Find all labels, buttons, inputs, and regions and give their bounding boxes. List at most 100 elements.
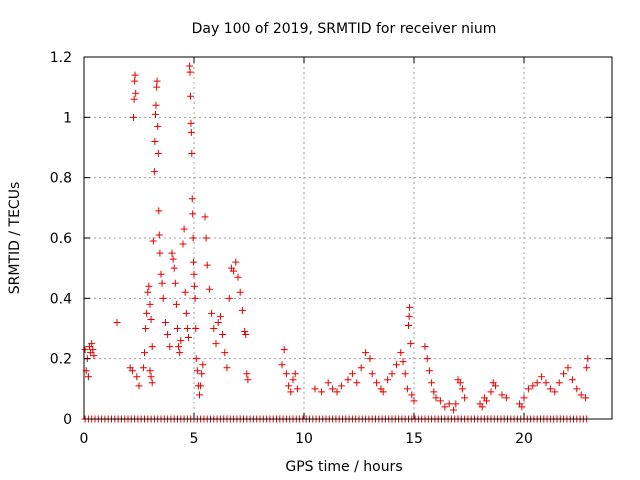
y-tick-label: 0.6	[50, 231, 72, 247]
data-point	[152, 101, 160, 109]
data-point	[498, 391, 506, 399]
data-point	[132, 89, 140, 97]
data-point	[128, 367, 136, 375]
data-point	[179, 240, 187, 248]
data-point	[146, 300, 154, 308]
data-point	[401, 370, 409, 378]
data-point	[430, 388, 438, 396]
data-point	[234, 273, 242, 281]
data-point	[406, 303, 414, 311]
data-point	[186, 68, 194, 76]
data-point	[190, 282, 198, 290]
data-point	[397, 349, 405, 357]
x-tick-labels: 0 5 10 15 20	[80, 431, 533, 447]
data-point	[190, 258, 198, 266]
data-point	[568, 376, 576, 384]
data-point	[518, 403, 526, 411]
data-point	[524, 385, 532, 393]
data-point	[196, 391, 203, 399]
data-point	[146, 367, 154, 375]
data-point	[89, 346, 97, 354]
x-tick-label: 15	[405, 431, 423, 447]
data-point	[142, 325, 150, 332]
data-point	[478, 403, 486, 411]
data-point	[410, 397, 418, 405]
data-point	[190, 270, 198, 278]
x-tick-label: 20	[515, 431, 533, 447]
data-point	[130, 113, 137, 121]
data-point	[191, 294, 199, 302]
data-point	[230, 267, 238, 275]
data-point	[169, 255, 177, 263]
data-point	[139, 364, 147, 372]
data-point	[205, 285, 213, 293]
data-point	[555, 379, 563, 387]
data-point	[458, 385, 466, 393]
data-point	[153, 83, 161, 91]
data-point	[225, 294, 233, 302]
data-point	[445, 400, 453, 408]
axis-ticks	[83, 56, 612, 420]
chart-title: Day 100 of 2019, SRMTID for receiver niu…	[192, 21, 497, 37]
data-point	[148, 379, 156, 387]
data-point	[154, 150, 162, 158]
data-point	[88, 340, 96, 348]
data-point	[456, 379, 464, 387]
data-point	[421, 343, 429, 351]
data-point	[156, 249, 164, 257]
data-point	[135, 382, 143, 390]
data-point	[520, 394, 528, 402]
data-point	[289, 376, 297, 384]
data-point	[542, 379, 550, 387]
data-point	[141, 349, 148, 357]
data-point	[280, 346, 288, 354]
data-point	[425, 367, 433, 375]
data-point	[285, 382, 293, 390]
data-point	[145, 282, 153, 290]
data-point	[221, 349, 229, 357]
data-point	[238, 306, 246, 314]
data-point	[348, 370, 356, 378]
data-point	[564, 364, 572, 372]
data-point	[185, 334, 192, 342]
data-point	[152, 110, 159, 118]
data-point	[183, 325, 191, 332]
data-point	[282, 370, 290, 378]
data-point	[143, 309, 151, 317]
data-point	[164, 331, 172, 339]
data-point	[131, 77, 139, 85]
data-point	[175, 343, 183, 351]
x-tick-label: 0	[80, 431, 89, 447]
data-point	[546, 385, 554, 393]
data-point	[551, 388, 559, 396]
data-point	[177, 337, 185, 345]
data-point	[236, 288, 244, 296]
data-point	[180, 225, 188, 233]
data-point	[291, 370, 299, 378]
data-point	[502, 394, 510, 402]
data-point	[311, 385, 319, 393]
y-tick-label: 0.8	[50, 171, 72, 187]
x-axis-title: GPS time / hours	[285, 459, 402, 475]
data-point	[147, 373, 155, 381]
data-point	[161, 318, 169, 326]
data-point	[487, 388, 495, 396]
data-point	[432, 394, 440, 402]
data-point	[538, 373, 546, 381]
data-point	[171, 279, 179, 287]
data-point	[333, 388, 341, 396]
data-point	[428, 379, 436, 387]
x-tick-label: 5	[190, 431, 199, 447]
data-point	[388, 370, 396, 378]
data-point	[529, 382, 537, 390]
data-point	[243, 370, 251, 378]
data-point	[407, 340, 415, 348]
grid	[84, 57, 612, 419]
data-point	[436, 397, 444, 405]
data-point	[441, 403, 449, 411]
data-point	[154, 122, 162, 130]
data-point	[423, 355, 431, 363]
data-point	[188, 150, 196, 158]
data-point	[582, 394, 590, 402]
data-point	[223, 364, 231, 372]
